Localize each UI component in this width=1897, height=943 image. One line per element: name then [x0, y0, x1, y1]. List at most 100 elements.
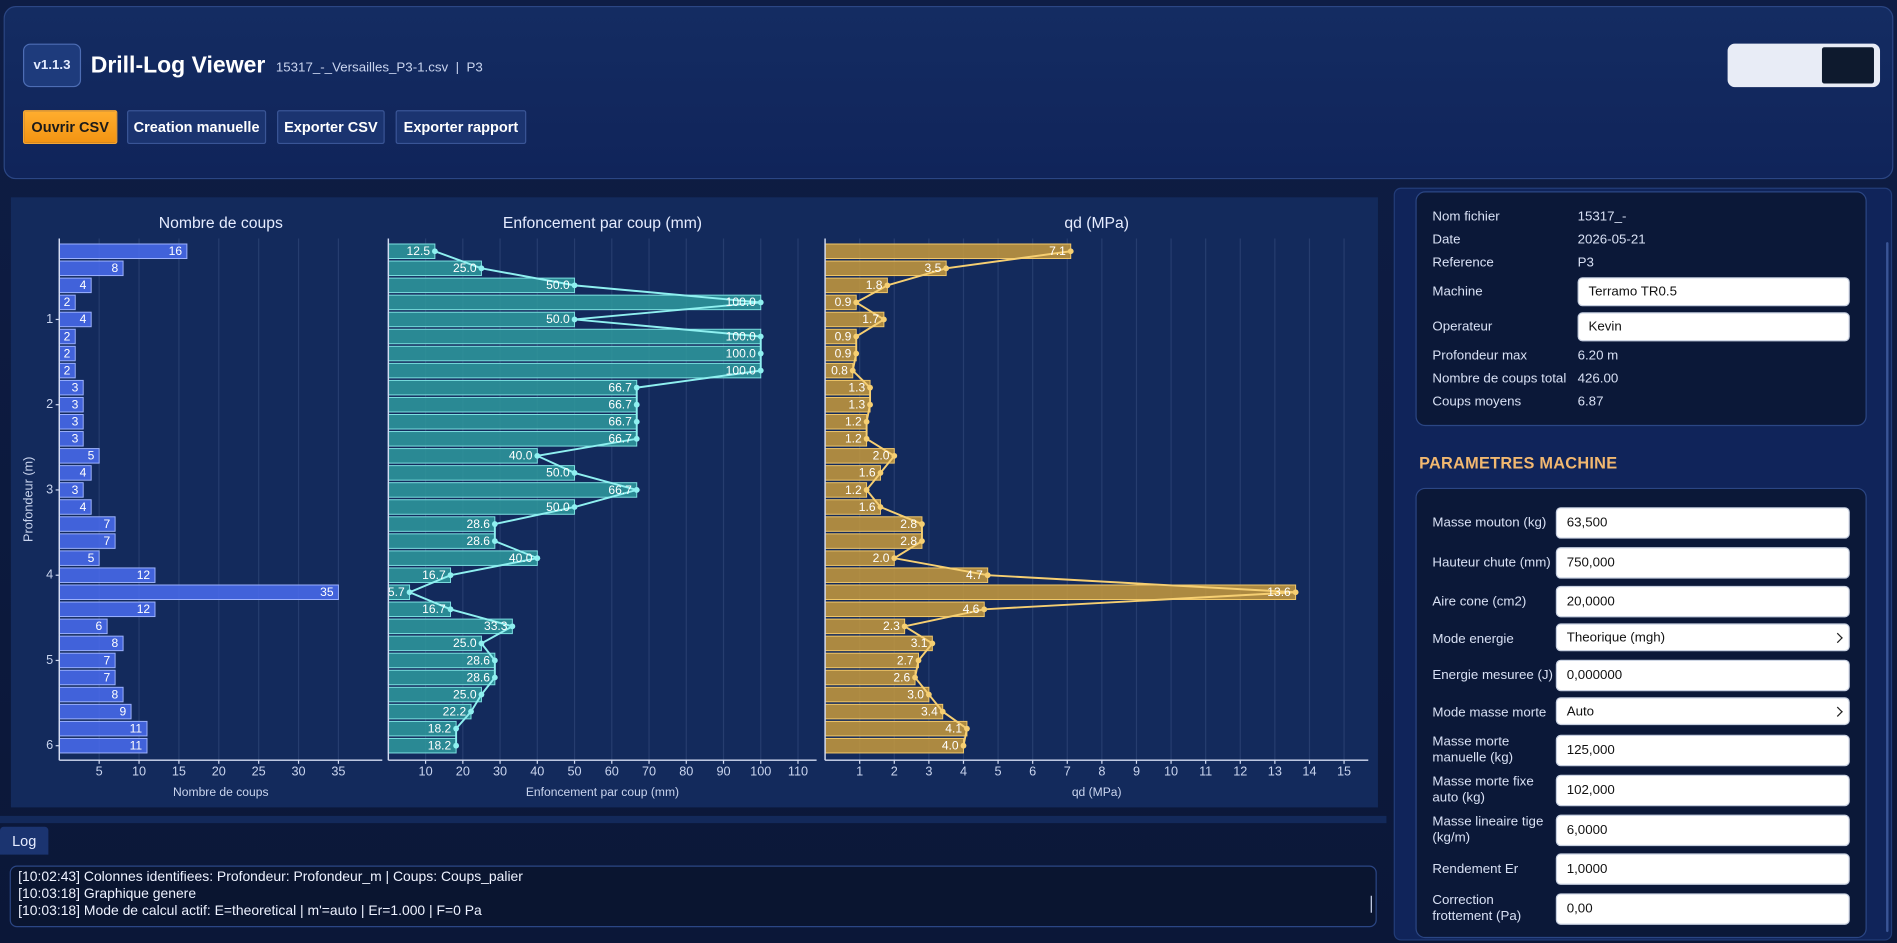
value-label: 25.0 [453, 261, 477, 275]
value-label: 66.7 [608, 415, 632, 429]
info-label: Operateur [1432, 318, 1493, 334]
value-label: 8 [112, 687, 119, 701]
value-label: 16.7 [422, 602, 446, 616]
param-input[interactable]: 6,0000 [1555, 814, 1850, 847]
value-label: 12 [137, 568, 151, 582]
line-marker [853, 299, 860, 306]
x-tick-label: 10 [1164, 765, 1178, 779]
value-label: 28.6 [466, 670, 490, 684]
line-marker [863, 487, 870, 493]
param-label: Aire cone (cm2) [1432, 593, 1527, 609]
value-label: 16 [169, 244, 183, 258]
value-label: 12.5 [407, 244, 431, 258]
line-marker [757, 367, 764, 374]
info-label: Coups moyens [1432, 394, 1522, 409]
param-input[interactable]: 63,500 [1555, 507, 1850, 539]
line-marker [633, 401, 640, 408]
y-tick-label: 4 [46, 568, 53, 582]
line-marker [757, 350, 764, 357]
line-marker [447, 606, 454, 613]
info-input[interactable]: Terramo TR0.5 [1577, 277, 1850, 307]
line-marker [891, 555, 898, 562]
value-label: 3.0 [907, 687, 924, 701]
param-input[interactable]: 20,0000 [1555, 585, 1850, 618]
info-value: P3 [1577, 255, 1594, 270]
line-marker [633, 487, 640, 493]
line-marker [884, 282, 891, 289]
line-marker [478, 640, 485, 647]
y-tick-label: 3 [46, 482, 53, 496]
info-input[interactable]: Kevin [1577, 312, 1850, 342]
export-report-button[interactable]: Exporter rapport [395, 110, 527, 145]
value-label: 2.8 [900, 517, 917, 531]
value-label: 66.7 [608, 483, 632, 497]
value-label: 5 [88, 551, 95, 565]
x-tick-label: 25 [252, 765, 266, 779]
value-label: 100.0 [726, 363, 757, 377]
param-label: Masse mouton (kg) [1432, 515, 1547, 530]
line-marker [919, 538, 925, 545]
value-label: 2 [64, 329, 71, 343]
x-tick-label: 20 [212, 765, 226, 779]
line-marker [633, 435, 640, 442]
x-tick-label: 90 [716, 765, 730, 779]
open-csv-button[interactable]: Ouvrir CSV [22, 110, 118, 145]
export-csv-button[interactable]: Exporter CSV [277, 110, 385, 145]
value-label: 4.6 [963, 602, 980, 616]
x-tick-label: 35 [331, 765, 345, 779]
param-input[interactable]: 1,0000 [1555, 853, 1850, 885]
value-label: 4 [80, 312, 87, 326]
header [3, 6, 1894, 180]
param-input[interactable]: 102,000 [1555, 774, 1850, 807]
line-marker [943, 265, 950, 272]
app-title: Drill-Log Viewer [90, 53, 266, 79]
line-marker [534, 452, 541, 459]
value-label: 22.2 [443, 704, 467, 718]
value-label: 100.0 [726, 329, 757, 343]
x-tick-label: 13 [1268, 765, 1282, 779]
value-label: 3 [72, 483, 79, 497]
x-tick-label: 110 [788, 765, 808, 779]
param-input[interactable]: 125,000 [1555, 734, 1850, 767]
line-marker [1292, 589, 1299, 596]
x-tick-label: 9 [1133, 765, 1140, 779]
line-marker [915, 657, 922, 664]
line-marker [964, 725, 970, 732]
value-label: 16.7 [422, 568, 446, 582]
value-label: 0.8 [831, 363, 848, 377]
param-select[interactable]: Auto [1555, 697, 1850, 726]
info-card: Nom fichier 15317_- Date 2026-05-21 Referenc… [1415, 191, 1867, 427]
bar [58, 465, 92, 481]
value-label: 25.0 [453, 687, 477, 701]
line-marker [901, 623, 908, 630]
log-tab[interactable]: Log [0, 826, 49, 855]
bar [387, 379, 638, 396]
value-label: 18.2 [428, 721, 452, 735]
param-select[interactable]: Theorique (mgh) [1555, 623, 1850, 652]
value-label: 2 [64, 363, 71, 377]
log-line: [10:02:43] Colonnes identifiees: Profond… [18, 870, 523, 885]
x-tick-label: 10 [132, 765, 146, 779]
param-input[interactable]: 0,00 [1555, 893, 1850, 925]
value-label: 7 [104, 653, 111, 667]
bar [58, 277, 92, 294]
param-input[interactable]: 750,000 [1555, 547, 1850, 579]
info-value: 15317_- [1577, 209, 1627, 224]
value-label: 7 [104, 517, 111, 531]
param-label: Energie mesuree (J) [1432, 667, 1553, 683]
value-label: 100.0 [726, 295, 757, 309]
value-label: 66.7 [608, 432, 632, 446]
line-marker [757, 333, 764, 340]
params-heading: PARAMETRES MACHINE [1419, 453, 1618, 473]
value-label: 7 [104, 670, 111, 684]
manual-create-button[interactable]: Creation manuelle [127, 110, 267, 145]
x-tick-label: 15 [172, 765, 186, 779]
line-marker [633, 384, 640, 391]
line-marker [867, 384, 873, 391]
line-marker [468, 708, 474, 715]
value-label: 8 [112, 636, 119, 650]
param-input[interactable]: 0,000000 [1555, 659, 1850, 692]
bar [387, 414, 638, 430]
line-marker [853, 350, 860, 357]
